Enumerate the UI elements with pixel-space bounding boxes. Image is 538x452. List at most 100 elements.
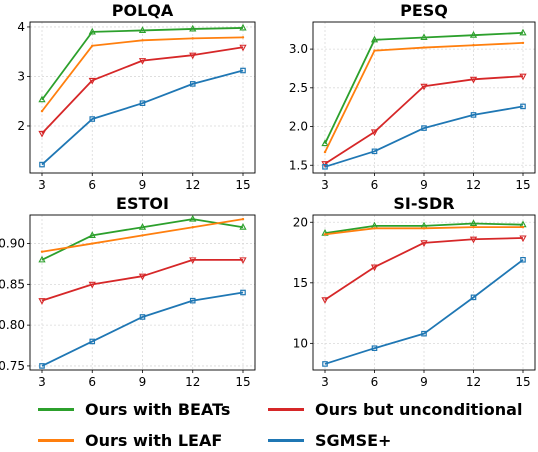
data-point xyxy=(189,257,197,265)
series-line-ours-with-beats xyxy=(324,222,524,235)
data-point xyxy=(39,161,45,168)
data-point xyxy=(520,257,526,263)
panel-title: POLQA xyxy=(112,1,174,20)
data-point xyxy=(138,273,147,281)
y-tick-label: 2 xyxy=(17,119,25,133)
data-point xyxy=(38,130,46,138)
data-point xyxy=(322,164,328,170)
series-line-ours-but-unconditional xyxy=(41,258,243,302)
data-point xyxy=(420,33,428,41)
data-point xyxy=(422,46,426,49)
data-point xyxy=(88,77,96,85)
x-tick-label: 15 xyxy=(515,178,530,192)
data-point xyxy=(239,23,247,31)
series-line-ours-but-unconditional xyxy=(41,46,244,135)
data-point xyxy=(40,109,44,113)
panel-estoi: ESTOI 3 6 9 12 15 0.75 0.80 0.85 0.90 xyxy=(0,194,256,389)
legend-swatch-unconditional xyxy=(268,408,304,411)
legend-swatch-beats xyxy=(38,408,74,411)
data-point xyxy=(373,49,376,52)
data-point xyxy=(321,139,329,147)
panel-title: PESQ xyxy=(400,1,448,20)
series-ours-but-unconditional xyxy=(38,257,247,305)
data-point xyxy=(88,27,96,35)
series-ours-with-leaf xyxy=(40,36,245,113)
series-ours-but-unconditional xyxy=(321,73,527,168)
data-point xyxy=(323,150,327,154)
data-point xyxy=(240,289,246,296)
series-ours-with-leaf xyxy=(323,225,525,236)
series-ours-with-beats xyxy=(321,28,527,147)
legend-label-leaf: Ours with LEAF xyxy=(85,431,223,450)
series-line-sgmse xyxy=(41,69,244,166)
data-point xyxy=(323,233,327,236)
data-point xyxy=(421,125,427,131)
x-tick-label: 3 xyxy=(38,375,46,389)
data-point xyxy=(38,255,46,263)
data-point xyxy=(420,240,428,248)
data-point xyxy=(141,39,144,42)
data-point xyxy=(521,225,525,229)
data-point xyxy=(470,294,477,301)
data-point xyxy=(373,227,376,230)
panel-polqa: POLQA 3 6 9 12 15 2 3 4 xyxy=(17,1,256,192)
y-tick-label: 0.85 xyxy=(0,277,25,291)
legend-swatch-leaf xyxy=(38,439,74,442)
panel-title: ESTOI xyxy=(116,194,169,213)
data-point xyxy=(421,330,427,337)
legend: Ours with BEATs Ours but unconditional O… xyxy=(0,395,538,452)
y-tick-label: 1.5 xyxy=(289,158,308,172)
data-point xyxy=(91,44,94,47)
data-point xyxy=(469,76,478,84)
data-point xyxy=(189,81,196,87)
data-point xyxy=(420,83,428,91)
data-point xyxy=(521,41,525,45)
series-ours-with-beats xyxy=(38,214,247,263)
y-tick-label: 2.5 xyxy=(289,81,308,95)
series-line-ours-with-beats xyxy=(41,27,244,101)
data-point xyxy=(89,116,96,122)
y-tick-label: 3.0 xyxy=(289,42,308,56)
x-tick-label: 3 xyxy=(321,178,329,192)
series-line-sgmse xyxy=(324,105,524,168)
data-point xyxy=(321,297,329,304)
data-point xyxy=(519,28,527,36)
data-point xyxy=(138,223,147,230)
data-point xyxy=(38,95,46,103)
data-point xyxy=(371,345,378,352)
x-tick-label: 6 xyxy=(371,375,379,389)
data-point xyxy=(239,257,247,265)
legend-item-beats: Ours with BEATs xyxy=(38,400,230,419)
data-point xyxy=(91,242,94,245)
x-tick-label: 15 xyxy=(235,178,250,192)
x-tick-label: 9 xyxy=(420,178,428,192)
x-tick-label: 12 xyxy=(185,178,200,192)
data-point xyxy=(240,67,246,74)
data-point xyxy=(519,235,527,243)
x-tick-label: 3 xyxy=(38,178,46,192)
data-point xyxy=(40,250,44,253)
data-point xyxy=(138,58,147,65)
panel-si-sdr: SI-SDR 3 6 9 12 15 10 15 20 xyxy=(293,194,536,389)
series-line-ours-with-beats xyxy=(324,31,524,144)
series-ours-with-leaf xyxy=(40,217,245,253)
series-sgmse xyxy=(322,257,526,367)
data-point xyxy=(470,112,477,118)
figure: POLQA 3 6 9 12 15 2 3 4 PESQ 3 6 9 12 15 1.5 2.0 2.5 3.0 ES… xyxy=(0,1,536,389)
series-sgmse xyxy=(39,289,246,369)
data-point xyxy=(472,225,475,229)
legend-label-beats: Ours with BEATs xyxy=(85,400,231,419)
y-tick-label: 4 xyxy=(17,20,25,34)
data-point xyxy=(520,103,526,110)
data-point xyxy=(189,52,197,60)
series-sgmse xyxy=(322,103,526,170)
data-point xyxy=(370,264,379,272)
series-line-sgmse xyxy=(324,259,524,365)
legend-swatch-sgmse xyxy=(268,439,304,442)
y-tick-label: 20 xyxy=(293,215,308,229)
series-line-ours-but-unconditional xyxy=(324,75,524,165)
data-point xyxy=(191,226,194,229)
y-tick-label: 0.80 xyxy=(0,318,25,332)
data-point xyxy=(322,361,328,367)
data-point xyxy=(138,26,147,33)
